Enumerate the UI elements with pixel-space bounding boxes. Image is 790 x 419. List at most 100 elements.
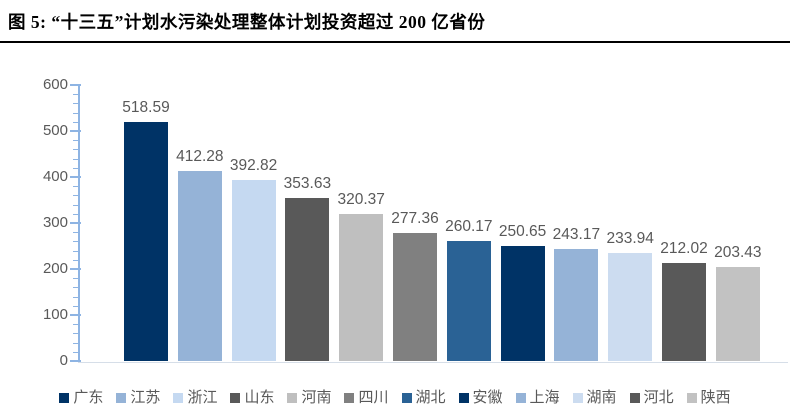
- legend-swatch-icon: [629, 393, 640, 403]
- y-major-tick: [70, 84, 81, 86]
- legend-item: 陕西: [686, 389, 731, 406]
- legend-label: 浙江: [187, 389, 218, 406]
- legend-item: 湖北: [401, 389, 446, 406]
- y-tick-label: 0: [59, 352, 68, 369]
- y-minor-tick: [73, 342, 80, 344]
- bar-value-label: 412.28: [176, 148, 224, 166]
- y-tick-label: 300: [42, 214, 68, 231]
- legend-item: 河北: [629, 389, 674, 406]
- bar: [285, 198, 330, 361]
- legend-item: 广东: [59, 390, 103, 406]
- bar-value-label: 353.63: [283, 175, 332, 193]
- legend-swatch-icon: [515, 393, 526, 403]
- bar: [339, 213, 384, 361]
- bar-value-label: 203.43: [714, 244, 762, 262]
- legend-swatch-icon: [173, 393, 184, 403]
- bar-value-label: 392.82: [229, 157, 278, 175]
- legend-item: 四川: [344, 389, 389, 406]
- bar-value-label: 320.37: [337, 190, 385, 208]
- y-major-tick: [70, 268, 81, 270]
- legend-label: 江苏: [130, 389, 161, 406]
- legend-swatch-icon: [230, 393, 241, 403]
- y-minor-tick: [73, 140, 80, 142]
- y-tick-label: 400: [42, 168, 68, 185]
- y-major-tick: [70, 130, 81, 132]
- y-major-tick: [70, 314, 81, 316]
- legend-item: 湖南: [572, 389, 617, 406]
- y-minor-tick: [73, 167, 80, 169]
- bar: [231, 180, 276, 361]
- y-minor-tick: [73, 121, 80, 123]
- legend-swatch-icon: [344, 393, 355, 403]
- bar-value-label: 518.59: [122, 99, 170, 117]
- y-major-tick: [70, 222, 81, 224]
- y-minor-tick: [73, 94, 80, 96]
- legend-item: 上海: [515, 389, 560, 406]
- y-major-tick: [70, 360, 81, 362]
- legend-swatch-icon: [287, 393, 298, 403]
- bar: [662, 263, 706, 361]
- y-minor-tick: [73, 232, 80, 234]
- y-tick-label: 600: [42, 76, 68, 93]
- legend-swatch-icon: [59, 393, 70, 403]
- bar: [608, 253, 653, 361]
- legend-item: 河南: [287, 390, 331, 406]
- legend-swatch-icon: [116, 393, 127, 403]
- legend-swatch-icon: [458, 393, 469, 403]
- legend-item: 山东: [230, 390, 274, 406]
- legend-label: 上海: [529, 389, 560, 406]
- y-minor-tick: [73, 324, 80, 326]
- y-minor-tick: [73, 351, 80, 353]
- legend-label: 陕西: [700, 389, 731, 406]
- y-minor-tick: [73, 287, 80, 289]
- y-minor-tick: [73, 195, 80, 197]
- legend-label: 河北: [643, 389, 674, 406]
- legend-label: 广东: [73, 389, 104, 406]
- legend-item: 浙江: [173, 390, 217, 406]
- legend-label: 安徽: [472, 389, 503, 406]
- y-minor-tick: [73, 103, 80, 105]
- bar-value-label: 250.65: [498, 222, 547, 240]
- y-minor-tick: [73, 204, 80, 206]
- y-minor-tick: [73, 186, 80, 188]
- y-minor-tick: [73, 305, 80, 307]
- y-minor-tick: [73, 158, 80, 160]
- bar: [393, 233, 437, 361]
- y-minor-tick: [73, 149, 80, 151]
- legend-label: 四川: [358, 389, 389, 406]
- figure-title-bar: 图 5: “十三五”计划水污染处理整体计划投资超过 200 亿省份: [0, 0, 790, 43]
- y-major-tick: [70, 176, 81, 178]
- legend-label: 湖北: [415, 389, 446, 406]
- legend-item: 安徽: [458, 389, 503, 406]
- y-tick-label: 500: [42, 122, 68, 139]
- bar-value-label: 233.94: [606, 230, 654, 248]
- figure-title: 图 5: “十三五”计划水污染处理整体计划投资超过 200 亿省份: [8, 12, 486, 32]
- y-tick-label: 100: [42, 306, 68, 323]
- bar: [554, 249, 599, 361]
- legend-label: 湖南: [586, 389, 617, 406]
- y-minor-tick: [73, 259, 80, 261]
- legend-label: 山东: [244, 389, 275, 406]
- bar-value-label: 260.17: [445, 218, 493, 236]
- bar: [177, 171, 222, 361]
- y-minor-tick: [73, 250, 80, 252]
- y-minor-tick: [73, 241, 80, 243]
- y-minor-tick: [73, 296, 80, 298]
- y-minor-tick: [73, 278, 80, 280]
- bar-value-label: 212.02: [660, 240, 708, 258]
- bar: [500, 245, 545, 361]
- y-minor-tick: [73, 213, 80, 215]
- chart-legend: 广东 江苏 浙江 山东 河南 四川 湖北 安徽 上海 湖南 河北 陕西: [0, 390, 790, 406]
- legend-label: 河南: [301, 389, 332, 406]
- legend-item: 江苏: [116, 390, 160, 406]
- legend-swatch-icon: [686, 393, 697, 403]
- y-tick-label: 200: [42, 260, 68, 277]
- legend-swatch-icon: [401, 393, 412, 403]
- bar-value-label: 243.17: [552, 226, 601, 244]
- x-axis-line: [78, 362, 788, 363]
- legend-swatch-icon: [572, 393, 583, 403]
- y-minor-tick: [73, 333, 80, 335]
- y-minor-tick: [73, 112, 80, 114]
- bar-value-label: 277.36: [391, 210, 439, 228]
